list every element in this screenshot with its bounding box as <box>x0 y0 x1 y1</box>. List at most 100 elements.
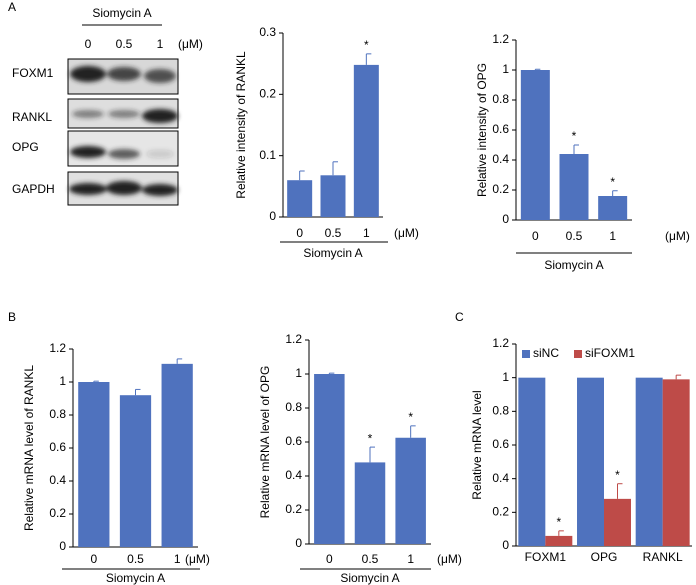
y-tick-label: 0.8 <box>285 400 302 414</box>
y-tick-label: 1.2 <box>492 32 509 46</box>
legend-swatch <box>574 350 582 358</box>
bar <box>161 363 193 547</box>
x-unit: (μM) <box>665 229 690 243</box>
panel-label: C <box>455 310 464 324</box>
bar <box>395 437 426 544</box>
significance: * <box>556 515 561 529</box>
y-tick-label: 1 <box>502 370 509 384</box>
bar <box>119 395 152 547</box>
band <box>144 69 176 83</box>
y-tick-label: 0.6 <box>49 440 66 454</box>
legend-swatch <box>522 350 530 358</box>
y-axis-label: Relative mRNA level of OPG <box>258 366 272 519</box>
y-axis-label: Relative mRNA level <box>470 390 484 499</box>
y-tick-label: 1.2 <box>492 336 509 350</box>
band <box>106 181 142 195</box>
blot-row-label: FOXM1 <box>12 66 54 80</box>
bar <box>662 379 690 546</box>
band <box>142 109 178 123</box>
x-tick-label: 0.5 <box>325 226 342 240</box>
bar <box>287 180 313 217</box>
y-tick-label: 0.6 <box>492 437 509 451</box>
y-tick-label: 0.3 <box>259 25 276 39</box>
x-tick-label: 0 <box>90 552 97 566</box>
y-tick-label: 0 <box>295 536 302 550</box>
x-unit: (μM) <box>437 552 462 566</box>
blot-unit: (μM) <box>178 37 203 51</box>
x-tick-label: 0 <box>326 552 333 566</box>
y-tick-label: 0.8 <box>492 92 509 106</box>
significance: * <box>368 431 373 445</box>
western-blot: Siomycin A 0 0.5 1 (μM) FOXM1 RANKL OPG … <box>12 6 203 206</box>
significance: * <box>610 175 615 189</box>
bar <box>635 377 663 546</box>
y-tick-label: 0 <box>502 212 509 226</box>
y-tick-label: 0 <box>59 539 66 553</box>
bar <box>559 154 589 220</box>
x-tick-label: 1 <box>609 229 616 243</box>
y-tick-label: 0.1 <box>259 148 276 162</box>
x-tick-label: FOXM1 <box>525 550 567 564</box>
band <box>107 67 141 81</box>
y-tick-label: 0.6 <box>492 122 509 136</box>
significance: * <box>615 468 620 482</box>
bar <box>354 462 386 544</box>
bar <box>353 64 379 217</box>
y-tick-label: 1.2 <box>285 332 302 346</box>
band <box>146 150 174 158</box>
y-tick-label: 0.4 <box>492 471 509 485</box>
x-tick-label: 0 <box>296 226 303 240</box>
y-tick-label: 0.4 <box>285 468 302 482</box>
y-tick-label: 1 <box>502 62 509 76</box>
bar <box>314 374 345 544</box>
x-tick-label: 0.5 <box>362 552 379 566</box>
band <box>108 149 140 159</box>
legend-label: siNC <box>533 346 559 360</box>
y-tick-label: 0.4 <box>49 473 66 487</box>
y-tick-label: 1 <box>295 366 302 380</box>
x-tick-label: 0 <box>532 229 539 243</box>
legend-label: siFOXM1 <box>585 346 635 360</box>
bar <box>598 196 628 220</box>
bar <box>545 535 573 546</box>
x-tick-label: 0.5 <box>127 552 144 566</box>
y-tick-label: 0 <box>502 538 509 552</box>
significance: * <box>572 129 577 143</box>
band <box>108 110 140 118</box>
blot-dose: 0.5 <box>116 37 133 51</box>
y-tick-label: 0 <box>269 209 276 223</box>
y-tick-label: 0.8 <box>49 407 66 421</box>
panel-label: B <box>8 310 16 324</box>
blot-row-label: OPG <box>12 140 39 154</box>
band <box>69 183 107 195</box>
y-tick-label: 0.2 <box>492 182 509 196</box>
bar <box>518 377 546 546</box>
x-tick-label: 1 <box>407 552 414 566</box>
y-tick-label: 0.2 <box>49 506 66 520</box>
band <box>72 110 104 118</box>
bar <box>320 175 346 217</box>
blot-row-label: RANKL <box>12 110 52 124</box>
significance: * <box>408 410 413 424</box>
blot-dose: 0 <box>85 37 92 51</box>
band <box>70 66 106 82</box>
bar <box>78 382 110 547</box>
y-tick-label: 0.2 <box>492 505 509 519</box>
panel-label: A <box>8 0 16 14</box>
significance: * <box>364 38 369 52</box>
x-tick-label: RANKL <box>643 550 683 564</box>
blot-treatment: Siomycin A <box>92 6 151 20</box>
y-axis-label: Relative mRNA level of RANKL <box>22 365 36 531</box>
x-axis-label: Siomycin A <box>303 246 362 260</box>
bar <box>577 377 604 546</box>
blot-dose: 1 <box>157 37 164 51</box>
x-axis-label: Siomycin A <box>340 571 399 585</box>
y-tick-label: 0.6 <box>285 434 302 448</box>
y-tick-label: 0.2 <box>285 502 302 516</box>
band <box>70 146 106 158</box>
y-tick-label: 1.2 <box>49 341 66 355</box>
x-unit: (μM) <box>394 226 419 240</box>
x-axis-label: Siomycin A <box>544 258 603 272</box>
bar <box>604 498 631 546</box>
